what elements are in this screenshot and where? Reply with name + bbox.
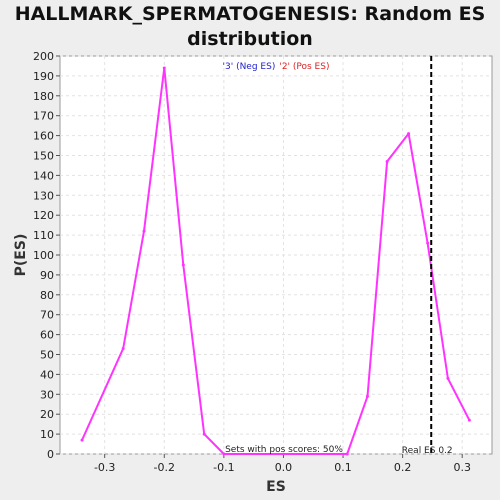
y-tick-label: 30 (40, 388, 54, 401)
data-point (407, 132, 411, 136)
y-tick-label: 10 (40, 428, 54, 441)
data-point (162, 66, 166, 70)
legend-neg: '3' (Neg ES) (223, 62, 276, 72)
x-tick-label: -0.2 (154, 461, 175, 474)
data-point (446, 376, 450, 380)
y-tick-label: 200 (33, 50, 54, 63)
y-tick-label: 140 (33, 169, 54, 182)
x-axis-label: ES (266, 479, 286, 495)
y-tick-label: 190 (33, 70, 54, 83)
data-point (202, 432, 206, 436)
grid (60, 55, 492, 455)
x-tick-label: 0.3 (453, 461, 471, 474)
real-es-label: Real ES 0.2 (402, 446, 453, 456)
legend-pos: '2' (Pos ES) (279, 62, 329, 72)
data-point (181, 263, 185, 267)
x-tick-label: -0.1 (213, 461, 234, 474)
y-tick-label: 40 (40, 368, 54, 381)
y-tick-label: 110 (33, 229, 54, 242)
y-axis: 0 10 20 30 40 50 60 70 80 90 100 110 120 130 140 150 160… (33, 50, 60, 461)
data-point (222, 452, 226, 456)
data-point (80, 438, 84, 442)
y-axis-label: P(ES) (13, 234, 29, 277)
y-tick-label: 100 (33, 249, 54, 262)
data-point (385, 159, 389, 163)
y-tick-label: 130 (33, 189, 54, 202)
data-point (121, 347, 125, 351)
chart-title-line-1: HALLMARK_SPERMATOGENESIS: Random ES (14, 3, 486, 25)
y-tick-label: 170 (33, 110, 54, 123)
y-tick-label: 120 (33, 209, 54, 222)
x-tick-label: 0.0 (275, 461, 293, 474)
series-line (81, 66, 471, 455)
chart-title-line-2: distribution (187, 28, 313, 50)
y-tick-label: 160 (33, 130, 54, 143)
series-group (80, 66, 471, 456)
y-tick-label: 60 (40, 329, 54, 342)
data-point (467, 418, 471, 422)
legend: '3' (Neg ES) '2' (Pos ES) (223, 62, 330, 72)
chart-title: HALLMARK_SPERMATOGENESIS: Random ES dist… (0, 2, 500, 52)
data-point (426, 241, 430, 245)
y-tick-label: 0 (47, 448, 54, 461)
y-tick-label: 50 (40, 349, 54, 362)
y-tick-label: 90 (40, 269, 54, 282)
real-es-marker: Real ES 0.2 (402, 56, 453, 456)
x-tick-label: -0.3 (94, 461, 115, 474)
y-tick-label: 80 (40, 289, 54, 302)
y-tick-label: 70 (40, 309, 54, 322)
x-axis: -0.3 -0.2 -0.1 0.0 0.1 0.2 0.3 (94, 454, 471, 474)
y-tick-label: 180 (33, 90, 54, 103)
x-tick-label: 0.2 (394, 461, 412, 474)
y-tick-label: 150 (33, 150, 54, 163)
x-tick-label: 0.1 (334, 461, 352, 474)
data-point (345, 452, 349, 456)
pos-scores-annotation: Sets with pos scores: 50% (225, 445, 343, 455)
data-point (142, 229, 146, 233)
y-tick-label: 20 (40, 408, 54, 421)
data-point (365, 394, 369, 398)
